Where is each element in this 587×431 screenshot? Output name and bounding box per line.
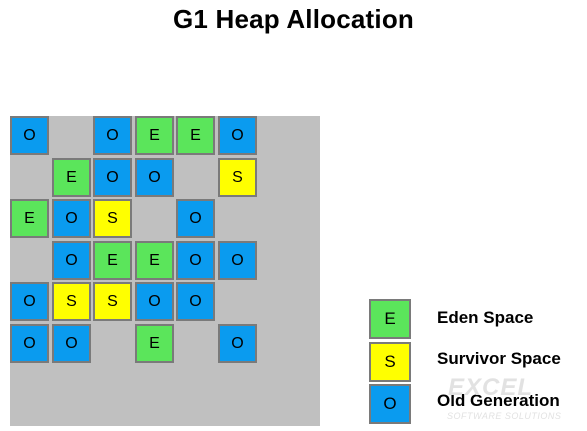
- legend-label-eden: Eden Space: [437, 308, 534, 327]
- heap-region-eden: E: [52, 158, 91, 197]
- heap-region-old: O: [176, 241, 215, 280]
- heap-region-eden: E: [135, 116, 174, 155]
- heap-region-old: O: [52, 199, 91, 238]
- heap-region-eden: E: [135, 241, 174, 280]
- heap-region-old: O: [218, 116, 257, 155]
- heap-region-old: O: [218, 241, 257, 280]
- heap-region-old: O: [10, 116, 49, 155]
- diagram-title: G1 Heap Allocation: [172, 4, 414, 34]
- legend-label-old: Old Generation: [437, 391, 560, 410]
- legend-swatch-survivor: S: [369, 342, 411, 382]
- legend-swatch-eden: E: [369, 299, 411, 339]
- legend-swatch-old: O: [369, 384, 411, 424]
- heap-region-old: O: [10, 282, 49, 321]
- heap-region-old: O: [93, 158, 132, 197]
- heap-region-old: O: [52, 241, 91, 280]
- heap-region-eden: E: [176, 116, 215, 155]
- legend-label-survivor: Survivor Space: [437, 349, 561, 368]
- heap-region-survivor: S: [218, 158, 257, 197]
- heap-region-old: O: [135, 282, 174, 321]
- heap-region-eden: E: [135, 324, 174, 363]
- watermark-tagline: SOFTWARE SOLUTIONS: [447, 411, 562, 421]
- heap-region-survivor: S: [93, 199, 132, 238]
- heap-region-old: O: [135, 158, 174, 197]
- heap-region-old: O: [52, 324, 91, 363]
- heap-region-old: O: [10, 324, 49, 363]
- heap-region-old: O: [176, 199, 215, 238]
- heap-region-survivor: S: [52, 282, 91, 321]
- heap-region-old: O: [93, 116, 132, 155]
- heap-region-old: O: [176, 282, 215, 321]
- heap-region-eden: E: [93, 241, 132, 280]
- heap-region-survivor: S: [93, 282, 132, 321]
- heap-region-eden: E: [10, 199, 49, 238]
- heap-region-old: O: [218, 324, 257, 363]
